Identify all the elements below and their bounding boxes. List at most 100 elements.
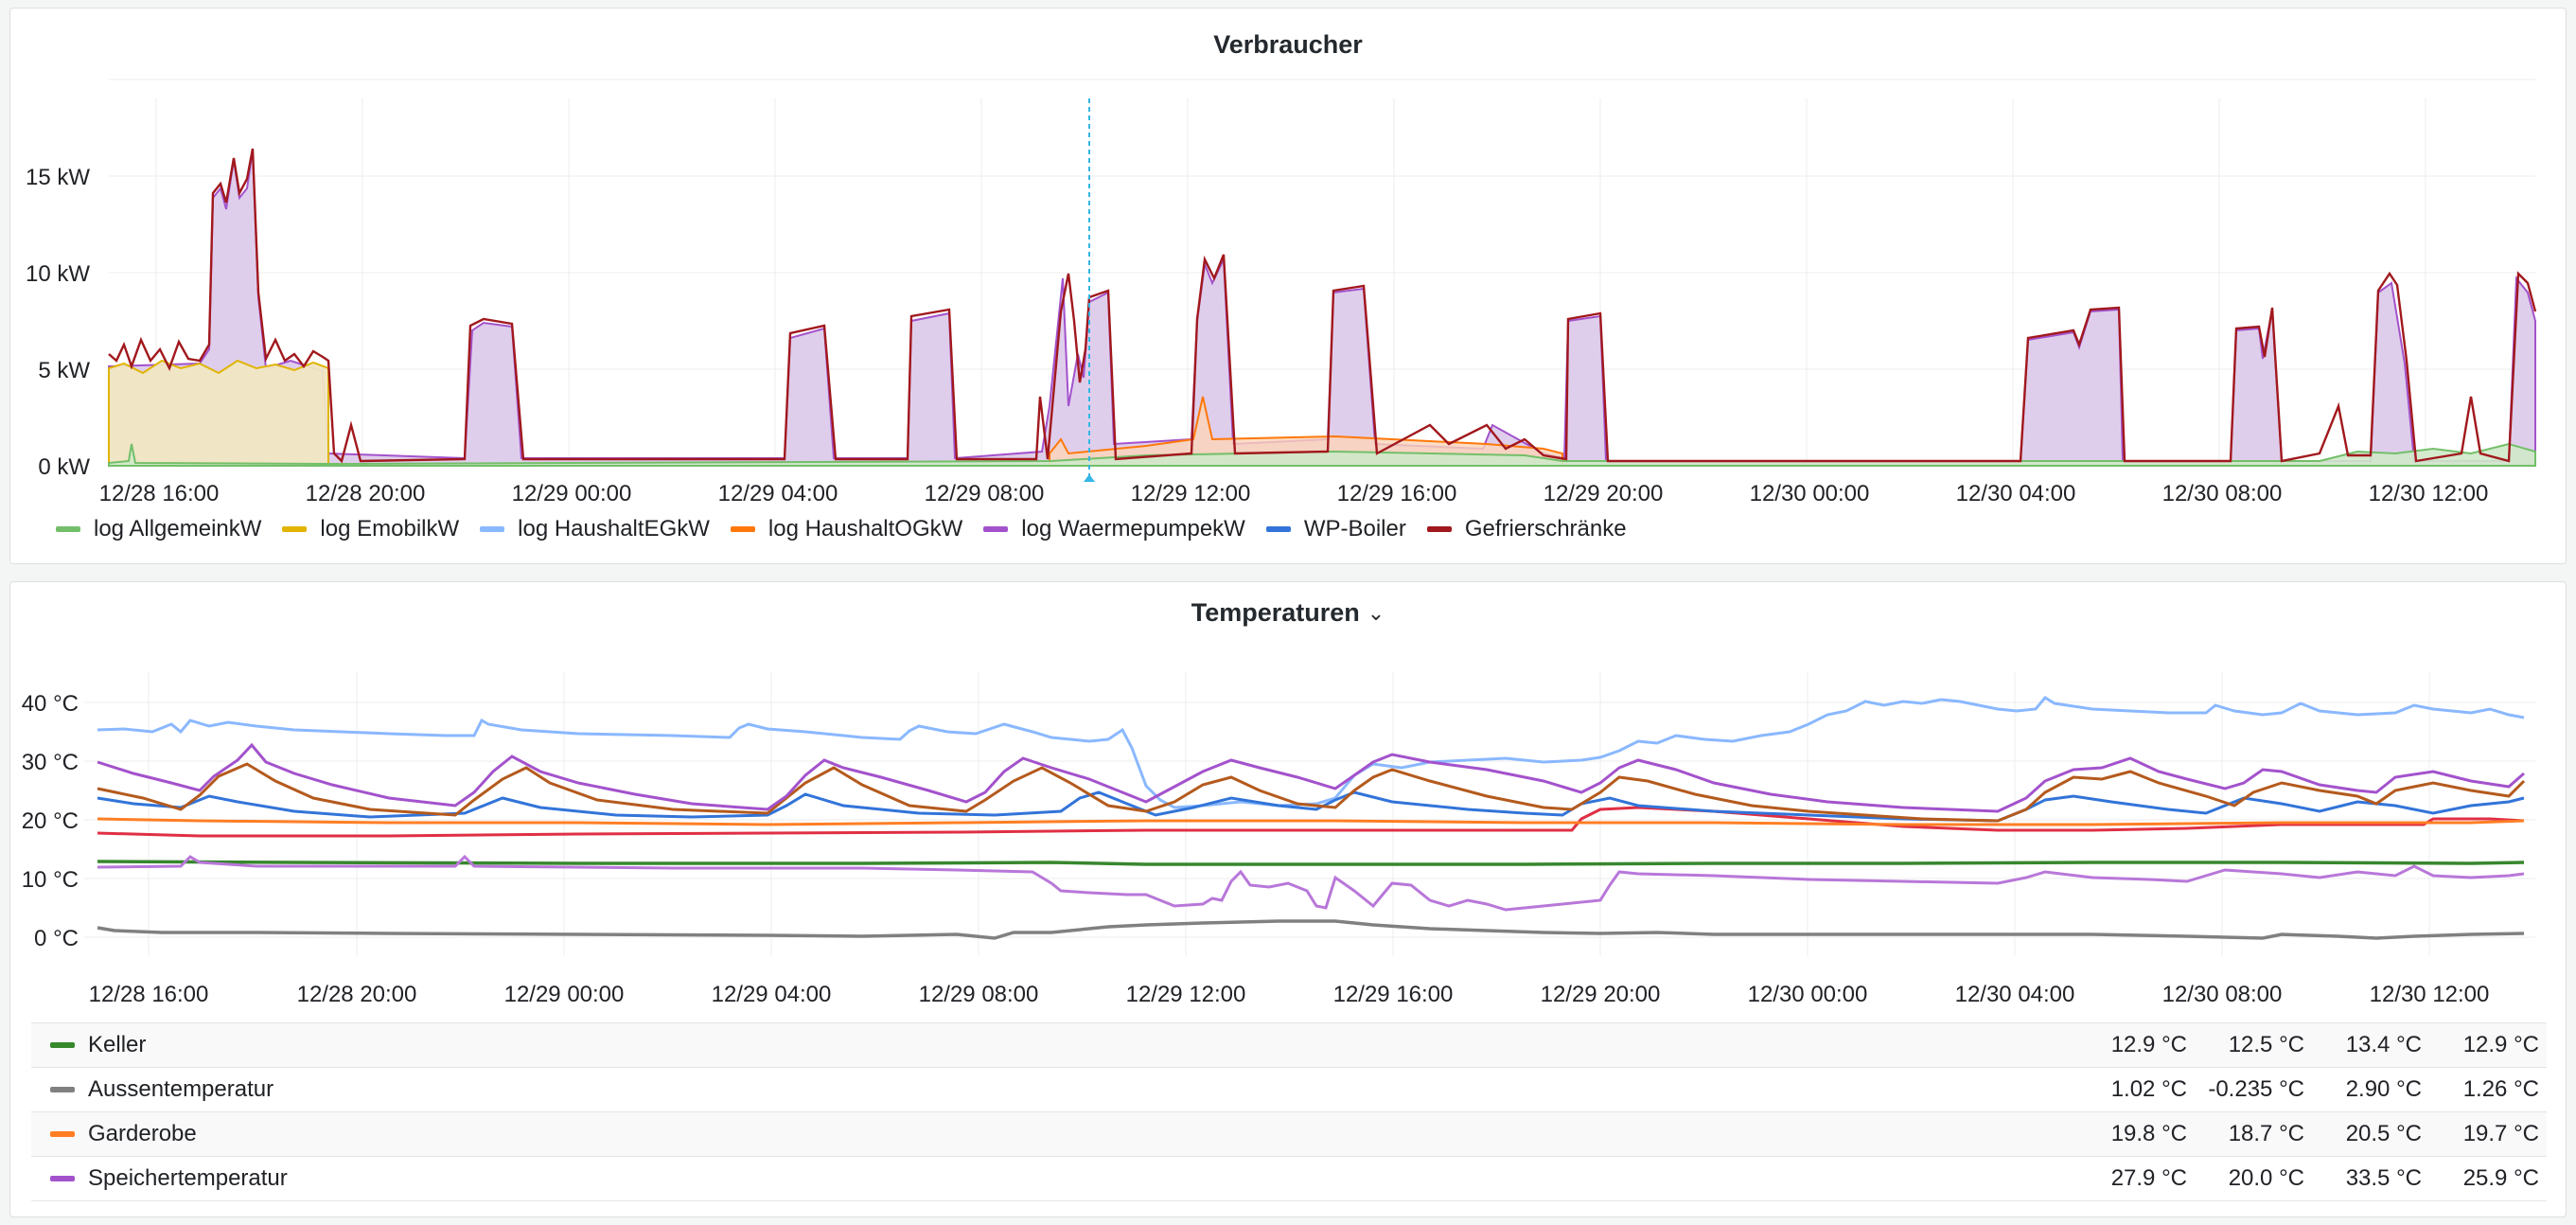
x-tick: 12/29 16:00 [1337, 481, 1457, 506]
x-tick: 12/30 00:00 [1748, 982, 1868, 1007]
legend-label: log AllgemeinkW [94, 516, 262, 541]
x-tick: 12/29 12:00 [1126, 982, 1246, 1007]
legend-table: Keller 12.9 °C 12.5 °C 13.4 °C 12.9 °C A… [31, 1022, 2547, 1201]
series-allgemein-area[interactable] [108, 442, 2536, 467]
series-speichertemperatur-line[interactable] [97, 854, 2525, 912]
grid [109, 79, 2535, 467]
legend-swatch [50, 1042, 75, 1048]
legend-swatch [50, 1131, 75, 1137]
series-violet-line[interactable] [97, 742, 2525, 813]
y-tick: 0 kW [38, 454, 90, 480]
legend-value: 27.9 °C [2110, 1165, 2187, 1191]
legend-value: 12.5 °C [2228, 1032, 2304, 1057]
legend-item-emobil[interactable]: log EmobilkW [282, 516, 459, 542]
legend-value: 19.8 °C [2110, 1121, 2187, 1146]
legend-swatch [1426, 526, 1452, 532]
x-tick: 12/30 04:00 [1956, 481, 2076, 506]
chart-legend: log AllgemeinkW log EmobilkW log Haushal… [56, 516, 1648, 542]
x-tick: 12/29 12:00 [1131, 481, 1251, 506]
legend-row-speichertemperatur[interactable]: Speichertemperatur 27.9 °C 20.0 °C 33.5 … [31, 1156, 2547, 1201]
y-tick: 0 °C [34, 926, 79, 951]
y-tick: 10 °C [22, 867, 79, 893]
series-brown-line[interactable] [97, 762, 2526, 823]
legend-value: 20.0 °C [2228, 1165, 2304, 1191]
x-tick: 12/30 12:00 [2370, 982, 2490, 1007]
x-tick: 12/29 20:00 [1541, 982, 1661, 1007]
x-tick: 12/28 16:00 [99, 481, 220, 506]
x-tick: 12/30 12:00 [2369, 481, 2489, 506]
x-tick: 12/30 00:00 [1750, 481, 1870, 506]
x-tick: 12/29 04:00 [718, 481, 838, 506]
y-tick: 40 °C [22, 691, 79, 717]
legend-swatch [282, 526, 308, 532]
series-waermepumpe-area[interactable] [108, 150, 2536, 467]
temperature-chart: 0 °C 10 °C 20 °C 30 °C 40 °C 12/28 16:00… [22, 672, 2535, 1007]
panel-temperaturen[interactable]: Temperaturen ⌄ 0 °C 10 °C 20 °C 30 °C 40 … [9, 581, 2567, 1217]
legend-swatch [50, 1176, 75, 1181]
legend-swatch [983, 526, 1009, 532]
series-emobil-area[interactable] [108, 359, 329, 467]
legend-label: Gefrierschränke [1464, 516, 1627, 541]
legend-value: 18.7 °C [2228, 1121, 2304, 1146]
legend-row-garderobe[interactable]: Garderobe 19.8 °C 18.7 °C 20.5 °C 19.7 °… [31, 1111, 2547, 1156]
legend-value: 1.26 °C [2462, 1076, 2539, 1102]
legend-label: Aussentemperatur [88, 1076, 274, 1102]
legend-item-haushalt-eg[interactable]: log HaushaltEGkW [480, 516, 710, 542]
chevron-down-icon[interactable]: ⌄ [1367, 601, 1385, 625]
x-tick: 12/30 04:00 [1955, 982, 2075, 1007]
power-chart: 0 kW 5 kW 10 kW 15 kW 12/28 16:00 12/28 … [26, 79, 2537, 506]
series-keller-line[interactable] [97, 860, 2525, 866]
legend-value: 33.5 °C [2345, 1165, 2422, 1191]
legend-row-keller[interactable]: Keller 12.9 °C 12.5 °C 13.4 °C 12.9 °C [31, 1022, 2547, 1067]
cursor-marker-icon[interactable] [1084, 474, 1095, 482]
y-tick: 20 °C [22, 808, 79, 834]
legend-swatch [50, 1087, 75, 1092]
series-red-line[interactable] [97, 806, 2525, 838]
series-light-blue-line[interactable] [97, 696, 2525, 809]
x-tick: 12/29 04:00 [712, 982, 832, 1007]
x-tick: 12/29 08:00 [919, 982, 1039, 1007]
x-tick: 12/28 16:00 [89, 982, 209, 1007]
series-haushalt-og-area[interactable] [1049, 396, 1563, 467]
legend-item-wp-boiler[interactable]: WP-Boiler [1265, 516, 1406, 542]
series-gefrierschraenke-line[interactable] [108, 148, 2537, 464]
panel-verbraucher[interactable]: Verbraucher 0 kW 5 kW 10 kW 15 kW 12/28 … [9, 8, 2567, 564]
x-tick: 12/29 00:00 [504, 982, 625, 1007]
y-tick: 15 kW [26, 165, 90, 190]
x-tick: 12/29 00:00 [512, 481, 632, 506]
legend-item-haushalt-og[interactable]: log HaushaltOGkW [730, 516, 963, 542]
panel-title-text: Temperaturen [1191, 598, 1360, 627]
legend-item-gefrierschraenke[interactable]: Gefrierschränke [1426, 516, 1627, 542]
legend-value: 25.9 °C [2462, 1165, 2539, 1191]
x-tick: 12/28 20:00 [306, 481, 426, 506]
legend-item-waermepumpe[interactable]: log WaermepumpekW [983, 516, 1245, 542]
legend-swatch [56, 526, 80, 532]
series-garderobe-line[interactable] [97, 817, 2525, 826]
legend-label: log HaushaltEGkW [518, 516, 710, 541]
legend-value: 12.9 °C [2110, 1032, 2187, 1057]
legend-label: Keller [88, 1032, 147, 1057]
x-tick: 12/30 08:00 [2162, 982, 2283, 1007]
legend-label: log HaushaltOGkW [768, 516, 963, 541]
legend-item-allgemein[interactable]: log AllgemeinkW [56, 516, 261, 542]
legend-row-aussentemperatur[interactable]: Aussentemperatur 1.02 °C -0.235 °C 2.90 … [31, 1067, 2547, 1111]
legend-value: 20.5 °C [2345, 1121, 2422, 1146]
legend-swatch [480, 526, 505, 532]
legend-value: 1.02 °C [2110, 1076, 2187, 1102]
y-tick: 10 kW [26, 261, 90, 287]
legend-label: WP-Boiler [1303, 516, 1406, 541]
y-tick: 30 °C [22, 750, 79, 775]
legend-swatch [730, 526, 755, 532]
legend-value: -0.235 °C [2208, 1076, 2304, 1102]
legend-label: Speichertemperatur [88, 1165, 288, 1191]
series-boiler-line[interactable] [97, 790, 2525, 823]
series-aussentemperatur-line[interactable] [97, 919, 2525, 940]
legend-label: log WaermepumpekW [1021, 516, 1245, 541]
legend-label: log EmobilkW [320, 516, 460, 541]
legend-label: Garderobe [88, 1121, 197, 1146]
panel-title[interactable]: Temperaturen ⌄ [10, 598, 2566, 628]
x-tick: 12/28 20:00 [297, 982, 417, 1007]
x-tick: 12/29 20:00 [1544, 481, 1664, 506]
panel-title[interactable]: Verbraucher [1213, 30, 1363, 59]
legend-value: 2.90 °C [2345, 1076, 2422, 1102]
